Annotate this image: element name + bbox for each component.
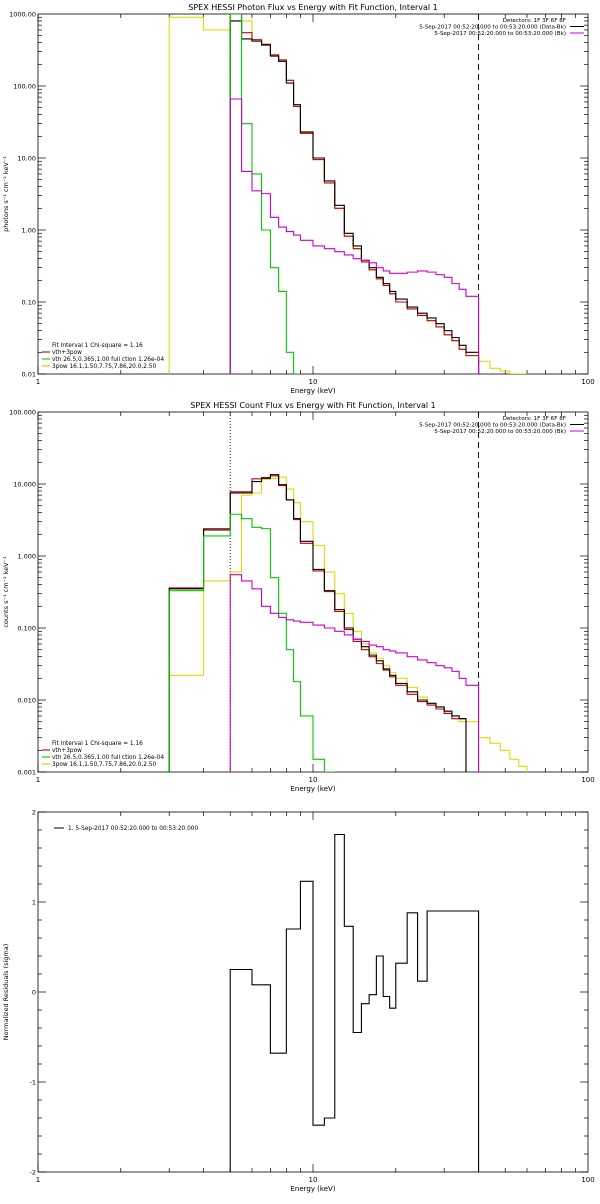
y-tick-label: 10.000 (13, 481, 36, 489)
series-3pow (168, 16, 527, 374)
legend-label: 1. 5-Sep-2017 00:52:20.000 to 00:53:20.0… (68, 826, 198, 832)
x-axis-label: Energy (keV) (290, 785, 335, 793)
y-tick-label: 10.00 (17, 155, 36, 163)
panel-3: 1 10 100 Energy (keV) -2 -1 0 1 2 Normalized Resi… (2, 809, 595, 1194)
x-tick-label: 100 (581, 1176, 594, 1184)
y-tick-label: 100.00 (13, 83, 36, 91)
x-tick-label: 1 (36, 776, 40, 784)
header-line: 5-Sep-2017 00:52:20.000 to 00:53:20.000 … (419, 423, 566, 429)
y-axis-label: photons s⁻¹ cm⁻² keV⁻¹ (2, 156, 10, 232)
series-data-bk (229, 20, 480, 374)
y-tick-label: -1 (30, 1079, 36, 1087)
series-group (168, 474, 528, 772)
series-bk (229, 98, 480, 374)
y-axis-label: counts s⁻¹ cm⁻² keV⁻¹ (2, 556, 10, 628)
plot-frame (37, 13, 589, 375)
y-tick-label: 100.000 (9, 409, 36, 417)
y-tick-label: 1000.00 (9, 11, 36, 19)
series-1-5-sep-2017-00-52-20-000-to-00-53-20-000 (229, 833, 480, 1172)
y-tick-label: 2 (32, 809, 36, 817)
chart-title: SPEX HESSI Photon Flux vs Energy with Fi… (188, 3, 438, 12)
legend-label: vth+3pow (52, 748, 82, 754)
y-tick-label: 0.001 (17, 769, 36, 777)
chart-title: SPEX HESSI Count Flux vs Energy with Fit… (190, 401, 435, 410)
y-axis-label: Normalized Residuals (sigma) (2, 944, 10, 1041)
y-tick-label: 0.01 (22, 371, 36, 379)
legend-label: Fit Interval 1 Chi-square = 1.16 (52, 343, 143, 349)
x-axis-label: Energy (keV) (290, 1185, 335, 1193)
legend-label: 3pow 16.1,1.50,7.75,7.86,20.0,2.50 (52, 364, 156, 370)
series-group (229, 833, 480, 1172)
series-group (168, 14, 527, 374)
y-tick-label: 0.10 (22, 299, 36, 307)
x-axis-label: Energy (keV) (290, 387, 335, 395)
y-tick-label: -2 (30, 1169, 36, 1177)
panel-2: 1 10 100 Energy (keV) 0.001 0.010 0.100 1.000 10… (2, 401, 595, 793)
y-tick-label: 1.00 (22, 227, 36, 235)
series-data-bk (168, 474, 467, 772)
y-tick-label: 1.000 (17, 553, 36, 561)
x-tick-label: 10 (309, 776, 318, 784)
y-tick-label: 0.010 (17, 697, 36, 705)
header-line: 5-Sep-2017 00:52:20.000 to 00:53:20.000 … (434, 429, 566, 435)
header-line: Detectors: 1F 3F 6F 8F (503, 416, 566, 422)
legend-label: 3pow 16.1,1.50,7.75,7.86,20.0,2.50 (52, 762, 156, 768)
series-3pow (168, 476, 528, 772)
x-tick-label: 1 (36, 378, 40, 386)
series-vth (229, 14, 301, 374)
header-line: 5-Sep-2017 00:52:20.000 to 00:53:20.000 … (434, 31, 566, 37)
header-line: 5-Sep-2017 00:52:20.000 to 00:53:20.000 … (419, 25, 566, 31)
series-bk (229, 574, 480, 772)
x-tick-label: 100 (581, 378, 594, 386)
y-tick-label: 1 (32, 899, 36, 907)
y-tick-label: 0 (32, 989, 36, 997)
legend-label: vth+3pow (52, 350, 82, 356)
header-line: Detectors: 1F 3F 6F 8F (503, 18, 566, 24)
y-tick-label: 0.100 (17, 625, 36, 633)
x-tick-label: 100 (581, 776, 594, 784)
x-tick-label: 10 (309, 378, 318, 386)
legend-label: vth 26.5,0.365,1.00 full ction 1.26e-04 (52, 755, 164, 761)
series-vth-3pow (168, 475, 467, 772)
x-tick-label: 1 (36, 1176, 40, 1184)
x-tick-label: 10 (309, 1176, 318, 1184)
series-vth (168, 513, 335, 772)
legend-label: Fit Interval 1 Chi-square = 1.16 (52, 741, 143, 747)
panel-1: 1 10 100 Energy (keV) 0.01 0.10 1.00 10.00 100.0… (2, 3, 595, 395)
legend-label: vth 26.5,0.365,1.00 full ction 1.26e-04 (52, 357, 164, 363)
